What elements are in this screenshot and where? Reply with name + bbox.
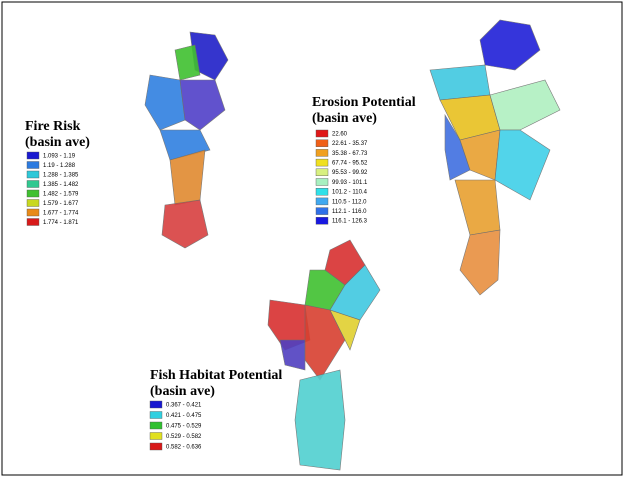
region — [279, 339, 306, 371]
legend-swatch — [26, 189, 40, 198]
legend-swatch — [315, 187, 329, 196]
legend-label: 1.482 - 1.579 — [43, 191, 79, 197]
map-subtitle: (basin ave) — [150, 384, 215, 399]
legend-swatch — [315, 217, 329, 225]
legend-label: 101.2 - 110.4 — [332, 190, 368, 196]
region — [169, 149, 206, 206]
legend-label: 1.288 - 1.385 — [43, 172, 79, 178]
legend-swatch — [315, 197, 329, 206]
legend-label: 0.367 - 0.421 — [166, 402, 202, 408]
map-title: Erosion Potential — [312, 95, 416, 110]
legend-swatch — [26, 180, 40, 188]
legend-label: 99.93 - 101.1 — [332, 180, 368, 186]
legend-swatch — [26, 170, 40, 179]
legend-label: 35.38 - 67.73 — [332, 151, 368, 157]
region — [489, 79, 561, 131]
legend-label: 0.529 - 0.582 — [166, 434, 202, 440]
legend-swatch — [315, 158, 329, 167]
region — [144, 74, 186, 131]
legend-swatch — [149, 421, 163, 430]
fish-habitat-map — [267, 239, 381, 471]
region — [494, 129, 551, 201]
legend-label: 0.582 - 0.636 — [166, 444, 202, 450]
fire-risk-map — [144, 31, 229, 249]
legend-swatch — [149, 442, 163, 451]
legend-label: 22.60 — [332, 131, 348, 137]
region — [459, 229, 501, 296]
legend-label: 116.1 - 126.3 — [332, 219, 368, 225]
legend-swatch — [315, 149, 329, 157]
legend-swatch — [315, 207, 329, 215]
legend-label: 1.774 - 1.871 — [43, 220, 79, 226]
legend-swatch — [26, 151, 40, 160]
region — [294, 369, 346, 471]
legend-label: 1.093 - 1.19 — [43, 153, 76, 159]
region — [444, 113, 471, 181]
legend-label: 1.385 - 1.482 — [43, 182, 79, 188]
legend-swatch — [26, 218, 40, 226]
legend-label: 1.19 - 1.288 — [43, 163, 76, 169]
legend-label: 112.1 - 116.0 — [332, 209, 367, 215]
legend-label: 95.53 - 99.92 — [332, 170, 368, 176]
legend-label: 0.475 - 0.529 — [166, 423, 202, 429]
map-title: Fire Risk — [25, 119, 81, 134]
map-title: Fish Habitat Potential — [150, 368, 282, 383]
region — [174, 44, 201, 81]
region — [179, 79, 226, 131]
legend-swatch — [315, 139, 329, 147]
legend-swatch — [26, 199, 40, 207]
legend-swatch — [26, 208, 40, 217]
legend-label: 110.5 - 112.0 — [332, 199, 367, 205]
legend-label: 67.74 - 95.52 — [332, 160, 368, 166]
legend-swatch — [149, 411, 163, 419]
legend-swatch — [26, 161, 40, 169]
legend-label: 0.421 - 0.475 — [166, 413, 202, 419]
region — [161, 199, 209, 249]
legend-label: 22.61 - 35.37 — [332, 141, 368, 147]
legend-label: 1.677 - 1.774 — [43, 210, 79, 216]
map-subtitle: (basin ave) — [25, 135, 90, 150]
legend-label: 1.579 - 1.677 — [43, 201, 79, 207]
region — [429, 64, 491, 101]
legend-swatch — [149, 432, 163, 440]
region — [304, 304, 346, 381]
map-subtitle: (basin ave) — [312, 111, 377, 126]
erosion-map — [429, 19, 561, 296]
legend-swatch — [315, 129, 329, 138]
region — [329, 264, 381, 321]
legend-swatch — [149, 400, 163, 409]
region — [329, 309, 361, 351]
legend-swatch — [315, 178, 329, 186]
legend-swatch — [315, 168, 329, 177]
